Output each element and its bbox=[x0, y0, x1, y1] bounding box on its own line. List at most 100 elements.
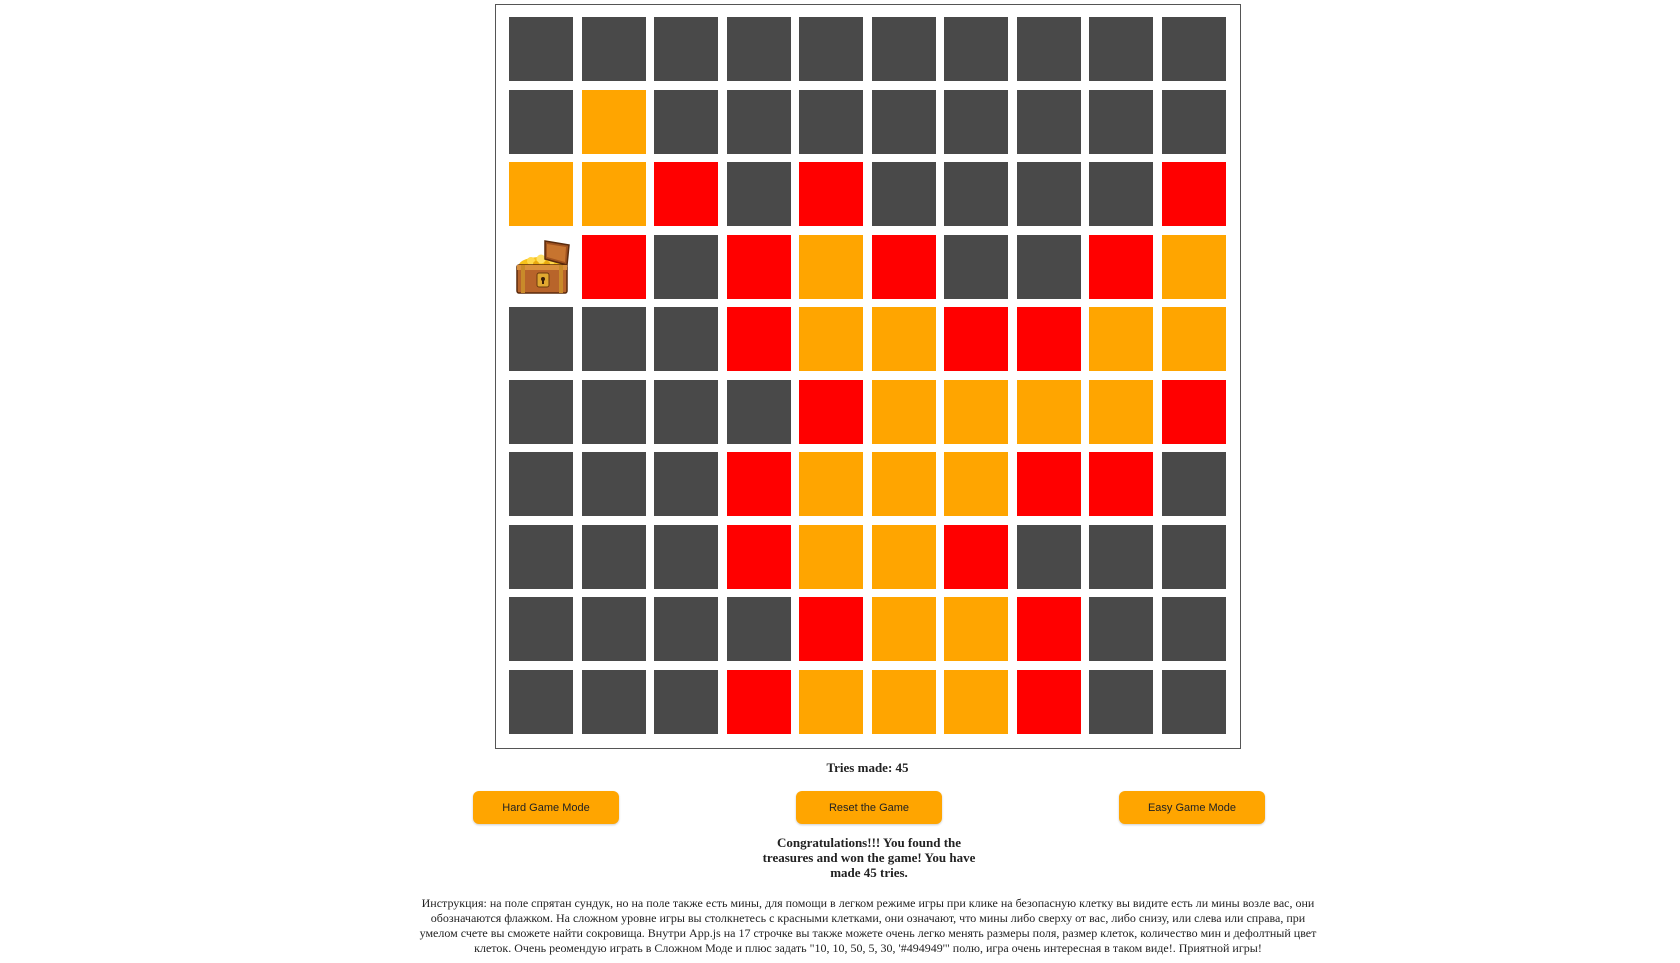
grid-cell[interactable] bbox=[1017, 380, 1081, 444]
grid-cell[interactable] bbox=[1162, 307, 1226, 371]
grid-cell[interactable] bbox=[727, 90, 791, 154]
grid-cell[interactable] bbox=[872, 525, 936, 589]
grid-cell[interactable] bbox=[654, 162, 718, 226]
grid-cell[interactable] bbox=[727, 597, 791, 661]
grid-cell[interactable] bbox=[872, 307, 936, 371]
grid-cell[interactable] bbox=[727, 380, 791, 444]
grid-cell[interactable] bbox=[799, 597, 863, 661]
grid-cell[interactable] bbox=[727, 162, 791, 226]
grid-cell[interactable] bbox=[1162, 162, 1226, 226]
grid-cell[interactable] bbox=[654, 525, 718, 589]
grid-cell[interactable] bbox=[582, 162, 646, 226]
grid-cell[interactable] bbox=[582, 452, 646, 516]
grid-cell[interactable] bbox=[944, 307, 1008, 371]
grid-cell[interactable] bbox=[1089, 17, 1153, 81]
grid-cell[interactable] bbox=[872, 597, 936, 661]
grid-cell[interactable] bbox=[799, 307, 863, 371]
grid-cell[interactable] bbox=[582, 525, 646, 589]
grid-cell[interactable] bbox=[944, 597, 1008, 661]
grid-cell[interactable] bbox=[799, 90, 863, 154]
grid-cell[interactable] bbox=[944, 90, 1008, 154]
grid-cell[interactable] bbox=[799, 162, 863, 226]
reset-game-button[interactable]: Reset the Game bbox=[796, 791, 942, 824]
grid-cell[interactable] bbox=[582, 380, 646, 444]
grid-cell[interactable] bbox=[1017, 162, 1081, 226]
grid-cell[interactable] bbox=[582, 235, 646, 299]
grid-cell[interactable] bbox=[1162, 90, 1226, 154]
grid-cell[interactable] bbox=[944, 525, 1008, 589]
grid-cell[interactable] bbox=[727, 235, 791, 299]
grid-cell[interactable] bbox=[654, 90, 718, 154]
grid-cell[interactable] bbox=[1162, 17, 1226, 81]
grid-cell[interactable] bbox=[1089, 525, 1153, 589]
grid-cell[interactable] bbox=[654, 670, 718, 734]
grid-cell[interactable] bbox=[1162, 597, 1226, 661]
grid-cell[interactable] bbox=[509, 162, 573, 226]
grid-cell[interactable] bbox=[1017, 235, 1081, 299]
grid-cell[interactable] bbox=[654, 235, 718, 299]
grid-cell[interactable] bbox=[944, 380, 1008, 444]
grid-cell[interactable] bbox=[872, 162, 936, 226]
grid-cell[interactable] bbox=[944, 162, 1008, 226]
grid-cell[interactable] bbox=[1089, 380, 1153, 444]
hard-game-mode-button[interactable]: Hard Game Mode bbox=[473, 791, 619, 824]
grid-cell[interactable] bbox=[582, 90, 646, 154]
grid-cell[interactable] bbox=[582, 17, 646, 81]
grid-cell[interactable] bbox=[654, 597, 718, 661]
grid-cell[interactable] bbox=[872, 90, 936, 154]
grid-cell[interactable] bbox=[872, 17, 936, 81]
grid-cell[interactable] bbox=[799, 452, 863, 516]
grid-cell[interactable] bbox=[1017, 452, 1081, 516]
grid-cell[interactable] bbox=[1162, 452, 1226, 516]
grid-cell[interactable] bbox=[727, 452, 791, 516]
grid-cell[interactable] bbox=[944, 17, 1008, 81]
grid-cell[interactable] bbox=[654, 17, 718, 81]
grid-cell[interactable] bbox=[1017, 90, 1081, 154]
grid-cell[interactable] bbox=[1089, 90, 1153, 154]
grid-cell[interactable] bbox=[799, 525, 863, 589]
grid-cell[interactable] bbox=[944, 452, 1008, 516]
grid-cell[interactable] bbox=[1162, 525, 1226, 589]
grid-cell[interactable] bbox=[509, 307, 573, 371]
grid-cell[interactable] bbox=[799, 235, 863, 299]
grid-cell[interactable] bbox=[944, 670, 1008, 734]
grid-cell[interactable] bbox=[799, 670, 863, 734]
grid-cell[interactable] bbox=[509, 90, 573, 154]
grid-cell[interactable] bbox=[582, 670, 646, 734]
grid-cell[interactable] bbox=[654, 307, 718, 371]
grid-cell[interactable] bbox=[582, 307, 646, 371]
grid-cell[interactable] bbox=[799, 17, 863, 81]
grid-cell[interactable] bbox=[509, 380, 573, 444]
grid-cell[interactable] bbox=[872, 235, 936, 299]
grid-cell[interactable] bbox=[727, 307, 791, 371]
grid-cell[interactable] bbox=[1089, 452, 1153, 516]
grid-cell[interactable] bbox=[727, 525, 791, 589]
grid-cell[interactable] bbox=[582, 597, 646, 661]
grid-cell[interactable] bbox=[654, 452, 718, 516]
grid-cell[interactable] bbox=[1162, 670, 1226, 734]
grid-cell[interactable] bbox=[1089, 162, 1153, 226]
grid-cell[interactable] bbox=[1017, 17, 1081, 81]
grid-cell[interactable] bbox=[654, 380, 718, 444]
grid-cell[interactable] bbox=[1089, 235, 1153, 299]
grid-cell[interactable] bbox=[1089, 670, 1153, 734]
grid-cell[interactable] bbox=[1162, 380, 1226, 444]
grid-cell[interactable] bbox=[1017, 670, 1081, 734]
grid-cell[interactable] bbox=[509, 670, 573, 734]
grid-cell[interactable] bbox=[872, 380, 936, 444]
treasure-cell[interactable] bbox=[509, 235, 573, 299]
grid-cell[interactable] bbox=[1162, 235, 1226, 299]
grid-cell[interactable] bbox=[872, 452, 936, 516]
grid-cell[interactable] bbox=[1017, 525, 1081, 589]
grid-cell[interactable] bbox=[1017, 307, 1081, 371]
grid-cell[interactable] bbox=[509, 17, 573, 81]
grid-cell[interactable] bbox=[1017, 597, 1081, 661]
grid-cell[interactable] bbox=[509, 525, 573, 589]
grid-cell[interactable] bbox=[509, 452, 573, 516]
grid-cell[interactable] bbox=[727, 17, 791, 81]
grid-cell[interactable] bbox=[727, 670, 791, 734]
grid-cell[interactable] bbox=[799, 380, 863, 444]
easy-game-mode-button[interactable]: Easy Game Mode bbox=[1119, 791, 1265, 824]
grid-cell[interactable] bbox=[944, 235, 1008, 299]
grid-cell[interactable] bbox=[509, 597, 573, 661]
